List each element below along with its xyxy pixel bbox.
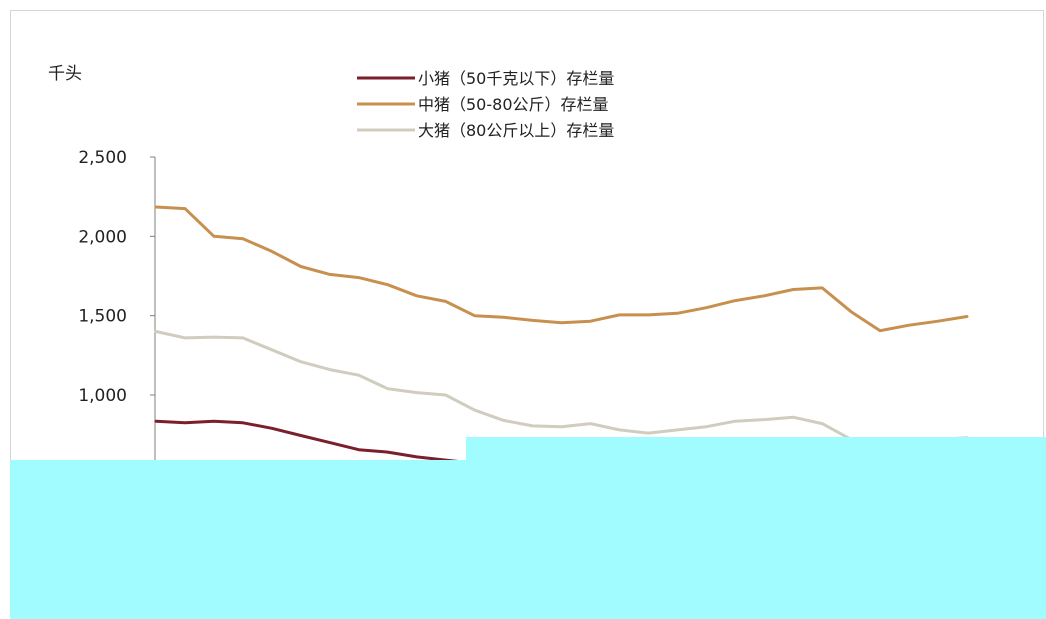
y-tick-label: 2,500 [78, 148, 127, 168]
y-tick-label: 1,500 [78, 307, 127, 327]
occlusion-overlay-upper [466, 437, 1046, 461]
y-axis-unit-label: 千头 [48, 64, 82, 84]
legend-label-1: 小猪（50千克以下）存栏量 [418, 69, 614, 88]
y-axis: 1,000 1,500 2,000 2,500 [78, 148, 156, 475]
series-line-3 [154, 330, 969, 448]
y-tick-label: 2,000 [78, 227, 127, 247]
series-group [154, 205, 969, 467]
legend-label-3: 大猪（80公斤以上）存栏量 [418, 121, 614, 140]
series-line-2 [154, 205, 969, 333]
y-tick-label: 1,000 [78, 386, 127, 406]
occlusion-overlay-lower [10, 460, 1046, 619]
legend-label-2: 中猪（50-80公斤）存栏量 [418, 95, 609, 114]
